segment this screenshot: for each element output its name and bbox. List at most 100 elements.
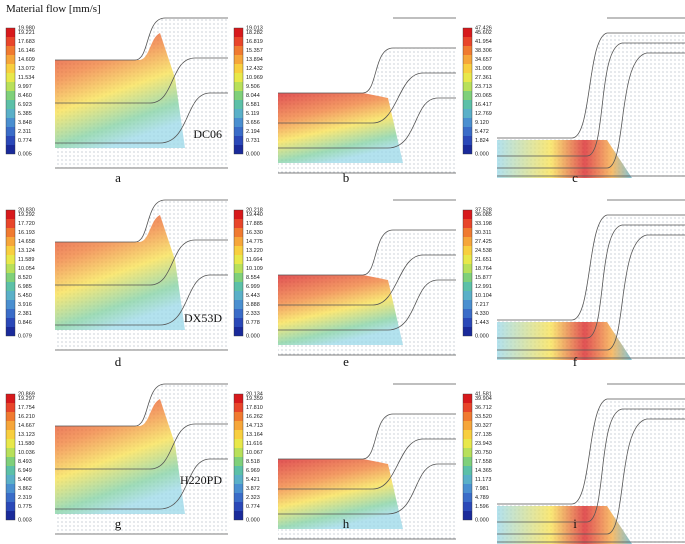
legend-swatch [463, 502, 472, 511]
legend-value: 37.528 [475, 207, 492, 213]
panel-label: a [115, 170, 121, 185]
legend-value: 9.506 [246, 84, 260, 90]
legend-swatch [463, 511, 472, 520]
legend-frame [5, 393, 16, 521]
legend-swatch [463, 100, 472, 109]
legend-swatch [6, 484, 15, 493]
legend-value: 13.894 [246, 57, 263, 63]
legend-swatch [6, 300, 15, 309]
legend-value: 13.072 [18, 66, 35, 72]
legend-value: 39.904 [475, 396, 492, 402]
legend-swatch [234, 145, 243, 154]
legend-value: 18.764 [475, 266, 492, 272]
legend-value: 7.217 [475, 302, 489, 308]
legend-swatch [234, 282, 243, 291]
legend-value: 38.306 [475, 48, 492, 54]
legend-value: 16.193 [18, 230, 35, 236]
legend-swatch [234, 46, 243, 55]
legend-value: 20.218 [246, 207, 263, 213]
legend-swatch [463, 228, 472, 237]
legend-swatch [463, 300, 472, 309]
legend-value: 3.656 [246, 120, 260, 126]
legend-swatch [6, 421, 15, 430]
panel-label: e [343, 354, 349, 369]
legend-value: 11.534 [18, 75, 34, 81]
legend-swatch [234, 82, 243, 91]
legend-value: 11.173 [475, 477, 491, 483]
legend-value: 6.923 [18, 102, 32, 108]
legend-swatch [463, 210, 472, 219]
legend-swatch [234, 309, 243, 318]
legend-value: 4.789 [475, 495, 489, 501]
legend-swatch [234, 210, 243, 219]
legend-value: 14.667 [18, 423, 35, 429]
legend-value: 16.210 [18, 414, 35, 420]
legend-value: 41.581 [475, 391, 492, 397]
legend-swatch [6, 255, 15, 264]
legend-value: 5.450 [18, 293, 32, 299]
legend-swatch [234, 100, 243, 109]
legend-swatch [234, 28, 243, 37]
legend-swatch [6, 28, 15, 37]
legend-swatch [234, 493, 243, 502]
legend-value: 0.000 [246, 151, 260, 157]
legend-value: 13.123 [18, 432, 35, 438]
legend-value: 14.658 [18, 239, 35, 245]
legend-value: 16.330 [246, 230, 263, 236]
legend-value: 20.830 [18, 207, 35, 213]
legend-swatch [234, 136, 243, 145]
legend-swatch [6, 118, 15, 127]
legend-value: 27.135 [475, 432, 492, 438]
legend-frame [5, 27, 16, 155]
legend-swatch [6, 73, 15, 82]
legend-value: 0.778 [246, 320, 260, 326]
legend-value: 10.969 [246, 75, 263, 81]
legend-swatch [463, 37, 472, 46]
legend-value: 5.119 [246, 111, 259, 117]
legend-swatch [234, 502, 243, 511]
legend-swatch [6, 219, 15, 228]
legend-value: 0.000 [246, 333, 260, 339]
legend-value: 16.819 [246, 39, 263, 45]
legend-swatch [463, 219, 472, 228]
legend-value: 12.991 [475, 284, 492, 290]
legend-value: 11.589 [18, 257, 34, 263]
legend-frame [233, 209, 244, 337]
velocity-field [278, 275, 403, 345]
legend-value: 3.848 [18, 120, 32, 126]
legend-value: 11.580 [18, 441, 34, 447]
legend-value: 0.774 [246, 504, 260, 510]
legend-value: 10.104 [475, 293, 492, 299]
legend-swatch [234, 484, 243, 493]
legend-swatch [6, 457, 15, 466]
legend-swatch [6, 394, 15, 403]
panel-label: d [115, 354, 122, 369]
legend-swatch [463, 82, 472, 91]
legend-value: 30.327 [475, 423, 492, 429]
legend-value: 19.013 [246, 25, 263, 31]
legend-value: 21.651 [475, 257, 492, 263]
legend-value: 8.520 [18, 275, 32, 281]
legend-value: 33.520 [475, 414, 492, 420]
legend-swatch [463, 403, 472, 412]
legend-value: 8.518 [246, 459, 260, 465]
legend-swatch [6, 46, 15, 55]
legend-value: 0.000 [475, 517, 489, 523]
legend-swatch [6, 55, 15, 64]
legend-swatch [234, 73, 243, 82]
legend-value: 13.220 [246, 248, 263, 254]
legend-value: 14.775 [246, 239, 263, 245]
legend-value: 2.323 [246, 495, 260, 501]
legend-swatch [234, 219, 243, 228]
legend-value: 24.538 [475, 248, 492, 254]
legend-value: 2.333 [246, 311, 260, 317]
legend-value: 6.969 [246, 468, 260, 474]
legend-value: 2.311 [18, 129, 31, 135]
legend-swatch [234, 246, 243, 255]
legend-swatch [463, 273, 472, 282]
legend-swatch [6, 502, 15, 511]
material-label: H220PD [180, 473, 222, 487]
